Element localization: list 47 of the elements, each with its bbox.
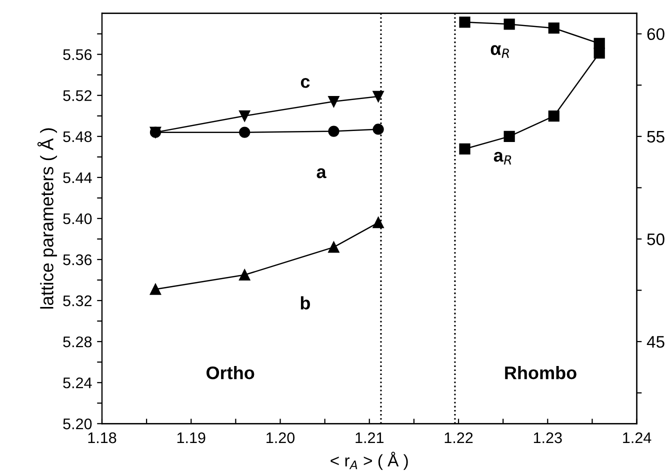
y-tick-label: 5.32 — [63, 295, 92, 306]
x-tick-label: 1.22 — [444, 432, 473, 444]
annotation: a$_{R}$ — [494, 152, 512, 165]
annotation: α$_{R}$ — [490, 45, 509, 58]
x-tick-label: 1.23 — [534, 432, 562, 444]
y-tick-label: 5.48 — [63, 131, 92, 142]
y-tick-label: 5.52 — [63, 90, 92, 102]
point — [459, 143, 470, 154]
y-tick-label: 5.28 — [63, 336, 92, 348]
point — [328, 242, 340, 253]
point — [594, 48, 605, 59]
x-axis-title: < r$_{A}$ > ( Å ) — [330, 452, 408, 470]
y2-tick-label: 60 — [647, 28, 664, 40]
point — [459, 16, 470, 28]
x-tick-label: 1.20 — [266, 432, 295, 444]
y-tick-label: 5.40 — [63, 213, 92, 224]
point — [548, 110, 560, 122]
point — [504, 18, 515, 30]
y2-tick-label: 55 — [647, 130, 664, 143]
point — [372, 124, 384, 135]
annotation: c — [300, 78, 310, 88]
annotation: Rhombo — [505, 366, 576, 380]
y2-tick-label: 45 — [646, 336, 664, 348]
y2-tick-label: 50 — [647, 233, 664, 246]
y-tick-label: 5.20 — [63, 418, 92, 430]
x-tick-label: 1.19 — [177, 432, 206, 444]
point — [372, 90, 384, 102]
point — [239, 110, 250, 122]
y-tick-label: 5.56 — [63, 49, 92, 60]
point — [504, 130, 515, 142]
y-axis-title: lattice parameters ( Å ) — [37, 128, 57, 309]
y-tick-label: 5.44 — [63, 172, 92, 184]
point — [548, 22, 560, 34]
point — [150, 284, 162, 295]
annotation: Ortho — [206, 366, 254, 380]
point — [328, 96, 340, 108]
annotation: a — [316, 168, 326, 178]
annotation: b — [300, 296, 310, 310]
x-tick-label: 1.18 — [88, 432, 116, 444]
point — [239, 269, 250, 280]
point — [328, 126, 340, 137]
x-tick-label: 1.21 — [356, 432, 384, 444]
point — [239, 126, 250, 138]
y-tick-label: 5.24 — [63, 377, 92, 388]
point — [372, 217, 384, 228]
x-tick-label: 1.24 — [623, 432, 652, 444]
y-tick-label: 5.36 — [63, 254, 92, 266]
